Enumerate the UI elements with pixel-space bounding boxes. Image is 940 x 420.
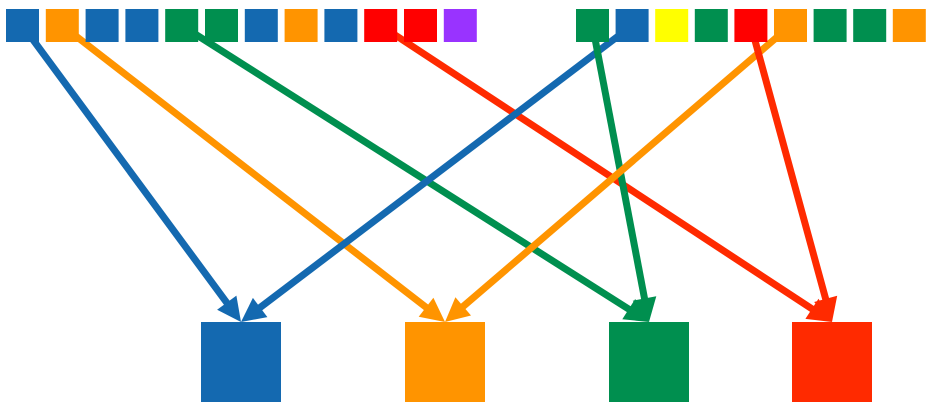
right-source-square-orange — [774, 9, 807, 42]
arrow-shaft — [60, 22, 430, 312]
arrow-left-4-to-target-2 — [179, 22, 649, 322]
left-source-square-orange — [45, 9, 79, 42]
arrow-head — [805, 298, 832, 322]
arrow-shaft — [589, 24, 649, 302]
arrow-shaft — [19, 23, 231, 307]
arrow-right-4-to-target-3 — [747, 24, 838, 322]
arrow-left-9-to-target-3 — [378, 22, 832, 322]
left-source-square-red — [364, 9, 398, 42]
arrow-left-0-to-target-0 — [19, 23, 241, 322]
right-source-square-yellow — [655, 9, 689, 42]
arrow-head — [241, 297, 268, 322]
arrow-head — [418, 297, 445, 322]
arrow-shaft — [256, 22, 635, 312]
arrow-head — [217, 295, 241, 322]
right-source-square-green — [694, 9, 728, 42]
target-square-red — [792, 322, 872, 402]
target-squares-layer — [201, 322, 872, 402]
arrow-head — [445, 297, 471, 322]
right-source-square-orange — [892, 9, 926, 42]
arrow-shaft — [747, 24, 830, 302]
arrow-head — [632, 296, 657, 322]
target-square-orange — [405, 322, 485, 402]
target-square-blue — [201, 322, 281, 402]
left-source-square-blue — [244, 9, 278, 42]
target-square-green — [609, 322, 689, 402]
right-source-square-green — [576, 9, 609, 42]
arrow-right-0-to-target-2 — [589, 24, 657, 322]
left-source-square-orange — [284, 9, 318, 42]
left-source-square-red — [404, 9, 437, 42]
arrow-right-5-to-target-1 — [445, 22, 793, 322]
arrow-head — [814, 295, 838, 322]
left-source-square-green — [205, 9, 238, 42]
left-source-square-blue — [6, 9, 39, 42]
arrow-head — [622, 299, 649, 322]
left-source-square-purple — [443, 9, 477, 42]
right-source-square-red — [734, 9, 768, 42]
arrow-shaft — [179, 22, 633, 314]
right-source-square-green — [813, 9, 847, 42]
arrow-shaft — [378, 22, 816, 313]
right-source-square-blue — [615, 9, 649, 42]
left-source-square-blue — [125, 9, 159, 42]
left-source-square-blue — [324, 9, 358, 42]
left-source-square-green — [165, 9, 199, 42]
arrow-left-1-to-target-1 — [60, 22, 445, 322]
source-squares-layer — [6, 9, 926, 42]
arrow-right-1-to-target-0 — [241, 22, 635, 322]
right-source-square-green — [853, 9, 887, 42]
arrows-layer — [19, 22, 838, 322]
arrow-shaft — [459, 22, 793, 311]
left-source-square-blue — [85, 9, 119, 42]
